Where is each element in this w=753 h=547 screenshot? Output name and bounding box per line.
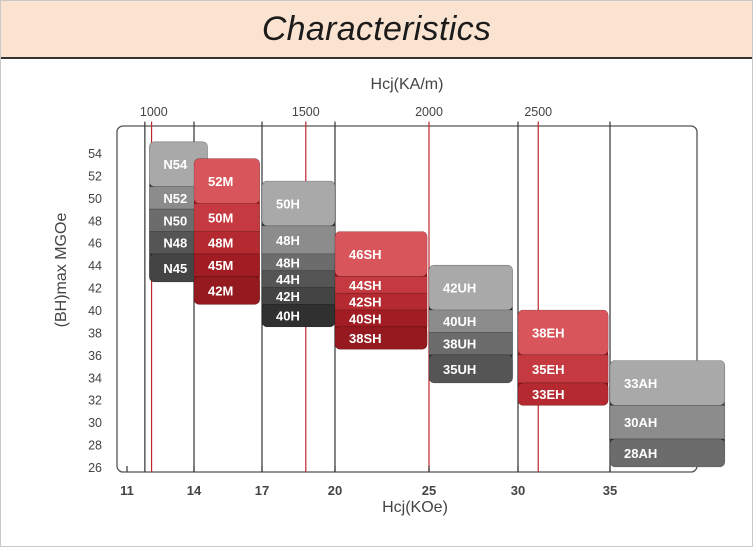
x-axis-title: Hcj(KOe): [382, 499, 448, 516]
y-tick-label-34: 34: [88, 371, 102, 385]
series-H: 50H 48H 48H 44H 42H 40H: [261, 180, 336, 328]
x-axis: 11 14 17 20 25 30 35: [120, 466, 617, 498]
grade-label-50H: 50H: [276, 196, 300, 211]
grade-label-30AH: 30AH: [624, 415, 657, 430]
y-tick-label-26: 26: [88, 461, 102, 475]
grade-label-46SH: 46SH: [349, 247, 382, 262]
series-EH: 38EH 35EH 33EH: [517, 309, 609, 406]
y-tick-label-42: 42: [88, 282, 102, 296]
grade-bar-28AH: [609, 438, 726, 468]
y-tick-label-48: 48: [88, 214, 102, 228]
grade-label-N48: N48: [163, 236, 187, 251]
x2-tick-label-2000: 2000: [415, 105, 443, 119]
page-title: Characteristics: [261, 9, 492, 48]
series-M: 52M 50M 48M 45M 42M: [193, 158, 261, 305]
grade-bar-50M: [193, 203, 261, 232]
grade-label-45M: 45M: [208, 258, 233, 273]
grade-label-N45: N45: [163, 261, 187, 276]
grade-label-28AH: 28AH: [624, 446, 657, 461]
title-bar: Characteristics: [1, 1, 752, 59]
grade-bar-35EH: [517, 354, 609, 384]
grade-label-48M: 48M: [208, 236, 233, 251]
grade-bar-33EH: [517, 382, 609, 406]
grade-bar-30AH: [609, 405, 726, 440]
x-tick-label-20: 20: [328, 483, 342, 498]
y-tick-label-40: 40: [88, 304, 102, 318]
x2-axis-title: Hcj(KA/m): [371, 76, 444, 93]
plot-frame: [116, 125, 698, 473]
grade-label-N50: N50: [163, 213, 187, 228]
grade-label-42M: 42M: [208, 283, 233, 298]
x-tick-label-35: 35: [603, 483, 617, 498]
grade-label-42UH: 42UH: [443, 281, 476, 296]
y-axis-title: (BH)max MGOe: [53, 213, 70, 328]
y-tick-label-50: 50: [88, 192, 102, 206]
y-tick-label-30: 30: [88, 416, 102, 430]
x2-tick-label-2500: 2500: [524, 105, 552, 119]
grade-label-33AH: 33AH: [624, 376, 657, 391]
grade-label-N52: N52: [163, 191, 187, 206]
series-AH: 33AH 30AH 28AH: [609, 360, 726, 468]
grade-label-38EH: 38EH: [532, 325, 565, 340]
grade-label-44SH: 44SH: [349, 278, 382, 293]
y-tick-label-28: 28: [88, 439, 102, 453]
grade-label-40UH: 40UH: [443, 314, 476, 329]
y-tick-label-38: 38: [88, 326, 102, 340]
y-tick-label-46: 46: [88, 237, 102, 251]
x-tick-label-30: 30: [511, 483, 525, 498]
grade-label-48H: 48H: [276, 233, 300, 248]
grade-label-42H: 42H: [276, 289, 300, 304]
x-tick-label-11: 11: [120, 483, 134, 498]
grade-bar-38SH: [334, 326, 428, 350]
grade-label-38SH: 38SH: [349, 331, 382, 346]
grade-bar-35UH: [428, 354, 513, 384]
x-tick-label-17: 17: [255, 483, 269, 498]
grade-bar-38UH: [428, 332, 513, 356]
y-tick-label-54: 54: [88, 147, 102, 161]
grade-label-40SH: 40SH: [349, 311, 382, 326]
grade-label-40H: 40H: [276, 309, 300, 324]
grade-bar-42M: [193, 276, 261, 305]
grade-bars: N54 N52 N50 N48 N45 52M 50M 48M 45M 42M 50H 48H 48H 4…: [149, 141, 726, 468]
y-tick-label-32: 32: [88, 394, 102, 408]
x2-tick-label-1500: 1500: [292, 105, 320, 119]
y-tick-label-44: 44: [88, 259, 102, 273]
y-tick-label-36: 36: [88, 349, 102, 363]
grade-label-48H: 48H: [276, 255, 300, 270]
grade-label-52M: 52M: [208, 174, 233, 189]
x-tick-label-25: 25: [422, 483, 436, 498]
grade-label-42SH: 42SH: [349, 295, 382, 310]
grade-label-50M: 50M: [208, 210, 233, 225]
grade-label-35UH: 35UH: [443, 362, 476, 377]
grade-label-35EH: 35EH: [532, 362, 565, 377]
grade-label-38UH: 38UH: [443, 337, 476, 352]
grade-label-N54: N54: [163, 157, 188, 172]
series-UH: 42UH 40UH 38UH 35UH: [428, 264, 513, 384]
grade-label-44H: 44H: [276, 272, 300, 287]
grade-label-33EH: 33EH: [532, 387, 565, 402]
y-tick-label-52: 52: [88, 169, 102, 183]
x2-axis: 1000 1500 2000 2500: [140, 105, 552, 119]
x2-tick-label-1000: 1000: [140, 105, 168, 119]
y-axis: 26 28 30 32 34 36 38 40 42 44 46 48 50 52 54: [88, 147, 102, 475]
x-tick-label-14: 14: [187, 483, 202, 498]
